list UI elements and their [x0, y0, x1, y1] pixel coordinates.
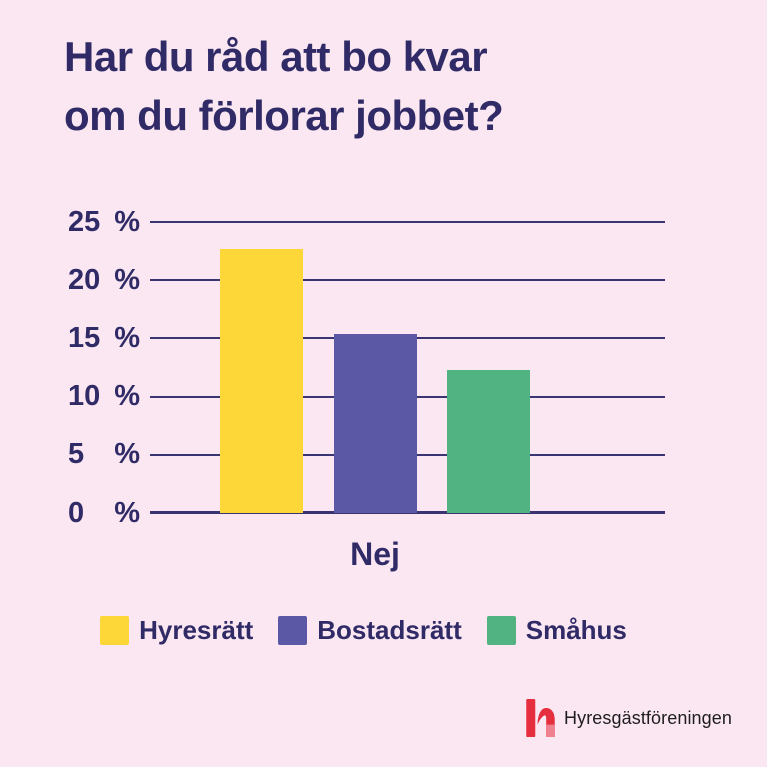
y-tick-value: 20 — [68, 263, 101, 296]
y-tick-25: 25% — [68, 205, 140, 238]
legend-label-sm-hus: Småhus — [525, 615, 627, 645]
y-tick-value: 5 — [68, 438, 85, 471]
brand-logo: Hyresgästföreningen — [526, 699, 732, 737]
y-tick-unit: % — [114, 380, 140, 413]
x-axis-label: Nej — [350, 536, 400, 572]
y-tick-unit: % — [114, 496, 140, 529]
bar-hyresr-tt — [220, 248, 303, 513]
y-tick-unit: % — [114, 438, 140, 471]
bar-sm-hus — [447, 369, 530, 513]
y-tick-0: 0% — [68, 496, 140, 529]
legend-item-sm-hus: Småhus — [486, 615, 627, 646]
y-tick-20: 20% — [68, 263, 140, 296]
y-axis: 25% 20% 15% 10% 5% 0% — [68, 206, 140, 529]
y-tick-10: 10% — [68, 380, 140, 413]
gridline-20 — [150, 279, 665, 282]
plot-area — [150, 221, 665, 514]
y-tick-5: 5% — [68, 438, 140, 471]
legend-swatch-bostadsr-tt — [278, 616, 308, 645]
y-tick-unit: % — [114, 263, 140, 296]
legend-item-hyresr-tt: Hyresrätt — [100, 615, 253, 646]
gridline-25 — [150, 221, 665, 223]
legend-swatch-hyresr-tt — [100, 616, 130, 645]
legend-label-bostadsr-tt: Bostadsrätt — [317, 615, 462, 645]
legend-swatch-sm-hus — [486, 616, 516, 645]
y-tick-value: 0 — [68, 496, 85, 529]
legend: Hyresrätt Bostadsrätt Småhus — [0, 615, 747, 646]
y-tick-unit: % — [114, 321, 140, 354]
y-tick-value: 25 — [68, 205, 101, 238]
legend-label-hyresr-tt: Hyresrätt — [139, 615, 254, 645]
brand-name: Hyresgästföreningen — [564, 707, 732, 728]
bar-bostadsr-tt — [333, 333, 417, 513]
chart-title: Har du råd att bo kvar om du förlorar jo… — [64, 33, 504, 139]
y-tick-value: 10 — [68, 380, 101, 413]
y-tick-unit: % — [114, 205, 140, 238]
y-tick-value: 15 — [68, 321, 101, 354]
y-tick-15: 15% — [68, 321, 140, 354]
legend-item-bostadsr-tt: Bostadsrätt — [278, 615, 462, 646]
brand-h-icon — [526, 699, 555, 737]
